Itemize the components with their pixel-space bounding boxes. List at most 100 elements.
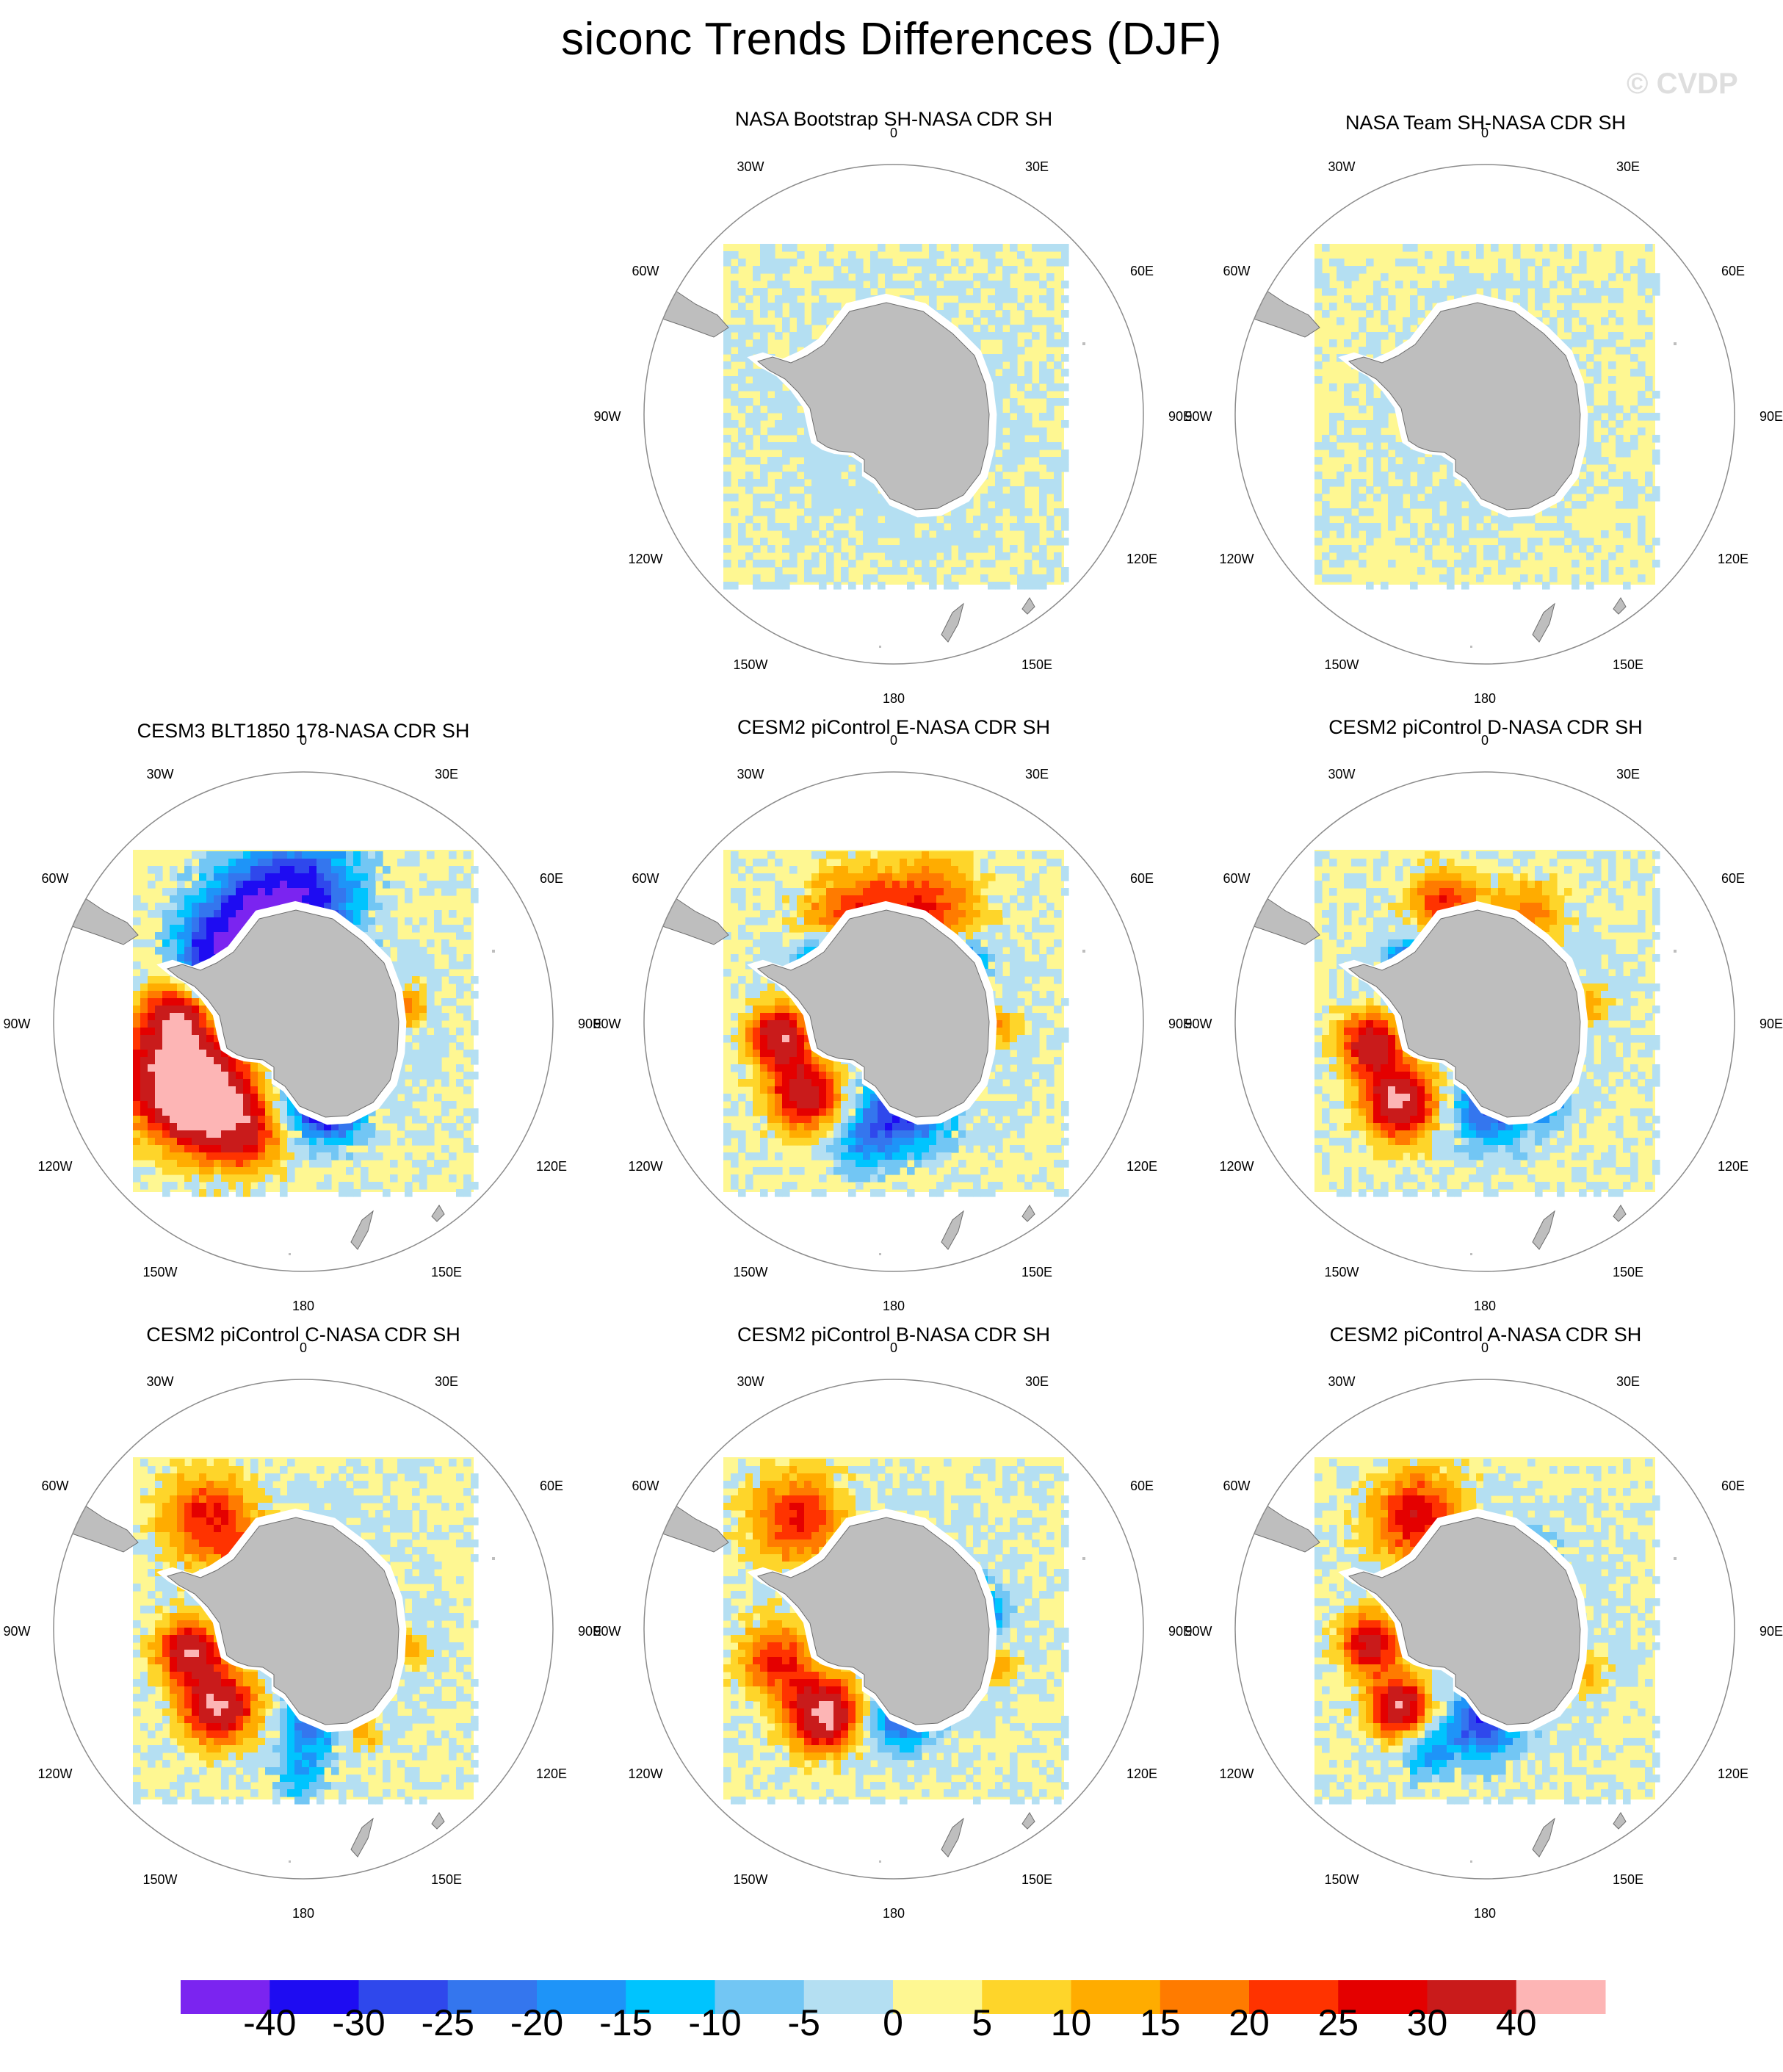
- longitude-label: 0: [1481, 126, 1489, 140]
- colorbar-label: -30: [332, 2002, 386, 2043]
- longitude-label: 60W: [632, 1479, 659, 1493]
- map-boundary-circle: [53, 1379, 554, 1880]
- longitude-label: 150E: [431, 1265, 462, 1279]
- colorbar-label: 30: [1406, 2002, 1448, 2043]
- colorbar-label: 10: [1050, 2002, 1092, 2043]
- longitude-label: 180: [883, 1299, 905, 1313]
- colorbar-box: [447, 1980, 538, 2014]
- longitude-label: 30E: [435, 1374, 458, 1389]
- colorbar-box: [358, 1980, 449, 2014]
- longitude-label: 90E: [1168, 1624, 1192, 1639]
- map-team: 0 30E 60E 90E 120E 150E 180 150W 120W 90W 60W 30W: [1185, 126, 1783, 706]
- longitude-label: 90W: [1185, 1017, 1212, 1031]
- longitude-label: 90E: [578, 1624, 601, 1639]
- colorbar-box: [626, 1980, 715, 2014]
- longitude-label: 0: [1481, 1340, 1489, 1355]
- map-cesm3: 0 30E 60E 90E 120E 150E 180 150W 120W 90W 60W 30W: [3, 733, 601, 1313]
- longitude-label: 120E: [536, 1159, 567, 1174]
- longitude-label: 150E: [1021, 657, 1052, 672]
- panel-title-bootstrap: NASA Bootstrap SH-NASA CDR SH: [734, 108, 1053, 130]
- longitude-label: 180: [292, 1299, 314, 1313]
- colorbar-label: 5: [972, 2002, 993, 2043]
- map-boundary-circle: [1234, 164, 1735, 665]
- longitude-label: 120W: [1219, 552, 1254, 566]
- panel-title-model-b: CESM2 piControl B-NASA CDR SH: [737, 1324, 1051, 1346]
- longitude-label: 150E: [1613, 657, 1643, 672]
- longitude-label: 0: [890, 733, 897, 748]
- longitude-label: 90W: [1185, 1624, 1212, 1639]
- longitude-label: 60W: [1223, 264, 1250, 278]
- longitude-label: 120E: [1718, 1159, 1748, 1174]
- panel-title-model-e: CESM2 piControl E-NASA CDR SH: [737, 716, 1051, 738]
- longitude-label: 120W: [628, 1159, 662, 1174]
- panel-title-model-a: CESM2 piControl A-NASA CDR SH: [1329, 1324, 1642, 1346]
- colorbar-box: [803, 1980, 894, 2014]
- longitude-label: 0: [890, 1340, 897, 1355]
- map-model-d: 0 30E 60E 90E 120E 150E 180 150W 120W 90W 60W 30W: [1185, 733, 1783, 1313]
- longitude-label: 180: [883, 1906, 905, 1921]
- longitude-label: 150W: [733, 1265, 767, 1279]
- longitude-label: 120E: [1126, 1159, 1157, 1174]
- longitude-label: 90W: [593, 1624, 621, 1639]
- panel-title-cesm3: CESM3 BLT1850 178-NASA CDR SH: [137, 720, 470, 742]
- map-model-a: 0 30E 60E 90E 120E 150E 180 150W 120W 90W 60W 30W: [1185, 1340, 1783, 1921]
- map-bootstrap: 0 30E 60E 90E 120E 150E 180 150W 120W 90W 60W 30W: [593, 126, 1192, 706]
- colorbar-box: [1427, 1980, 1517, 2014]
- colorbar-label: -15: [599, 2002, 653, 2043]
- colorbar-label: -25: [421, 2002, 474, 2043]
- colorbar-box: [715, 1980, 805, 2014]
- longitude-label: 60E: [1721, 871, 1745, 886]
- longitude-label: 120E: [1718, 552, 1748, 566]
- longitude-label: 90E: [578, 1017, 601, 1031]
- longitude-label: 150W: [142, 1872, 177, 1887]
- longitude-label: 150W: [733, 1872, 767, 1887]
- colorbar-box: [1516, 1980, 1606, 2014]
- longitude-label: 30W: [146, 767, 173, 781]
- longitude-label: 90W: [1185, 409, 1212, 424]
- colorbar-box: [982, 1980, 1071, 2014]
- colorbar-box: [1071, 1980, 1161, 2014]
- longitude-label: 0: [890, 126, 897, 140]
- longitude-label: 30W: [737, 1374, 764, 1389]
- colorbar-box: [1249, 1980, 1339, 2014]
- map-boundary-circle: [53, 771, 554, 1272]
- map-boundary-circle: [1234, 771, 1735, 1272]
- longitude-label: 30E: [1616, 159, 1640, 174]
- longitude-label: 90E: [1168, 409, 1192, 424]
- longitude-label: 120W: [628, 1766, 662, 1781]
- longitude-label: 30W: [737, 159, 764, 174]
- longitude-label: 30W: [146, 1374, 173, 1389]
- longitude-label: 30E: [1025, 159, 1049, 174]
- colorbar-box: [1338, 1980, 1428, 2014]
- longitude-label: 120W: [37, 1766, 72, 1781]
- longitude-label: 60W: [1223, 1479, 1250, 1493]
- cvdp-watermark: © CVDP: [1627, 68, 1738, 100]
- longitude-label: 90E: [1168, 1017, 1192, 1031]
- longitude-label: 30W: [1328, 767, 1355, 781]
- colorbar-label: -20: [510, 2002, 564, 2043]
- map-boundary-circle: [1234, 1379, 1735, 1880]
- longitude-label: 60W: [41, 1479, 68, 1493]
- longitude-label: 90W: [3, 1017, 30, 1031]
- colorbar-label: 40: [1495, 2002, 1537, 2043]
- longitude-label: 180: [292, 1906, 314, 1921]
- longitude-label: 180: [1474, 691, 1496, 706]
- longitude-label: 180: [1474, 1906, 1496, 1921]
- panel-title-team: NASA Team SH-NASA CDR SH: [1345, 112, 1627, 134]
- longitude-label: 30E: [435, 767, 458, 781]
- longitude-label: 30E: [1025, 1374, 1049, 1389]
- longitude-label: 0: [300, 1340, 307, 1355]
- longitude-label: 120E: [1718, 1766, 1748, 1781]
- map-model-c: 0 30E 60E 90E 120E 150E 180 150W 120W 90W 60W 30W: [3, 1340, 601, 1921]
- map-boundary-circle: [643, 1379, 1144, 1880]
- colorbar-label: 20: [1229, 2002, 1270, 2043]
- longitude-label: 30W: [737, 767, 764, 781]
- longitude-label: 150W: [1324, 1872, 1359, 1887]
- longitude-label: 120E: [1126, 552, 1157, 566]
- longitude-label: 90W: [593, 1017, 621, 1031]
- map-panels: 0 30E 60E 90E 120E 150E 180 150W 120W 90W 60W 30W 0 3…: [3, 126, 1783, 1921]
- longitude-label: 150E: [431, 1872, 462, 1887]
- longitude-label: 30E: [1616, 767, 1640, 781]
- colorbar-label: 25: [1317, 2002, 1359, 2043]
